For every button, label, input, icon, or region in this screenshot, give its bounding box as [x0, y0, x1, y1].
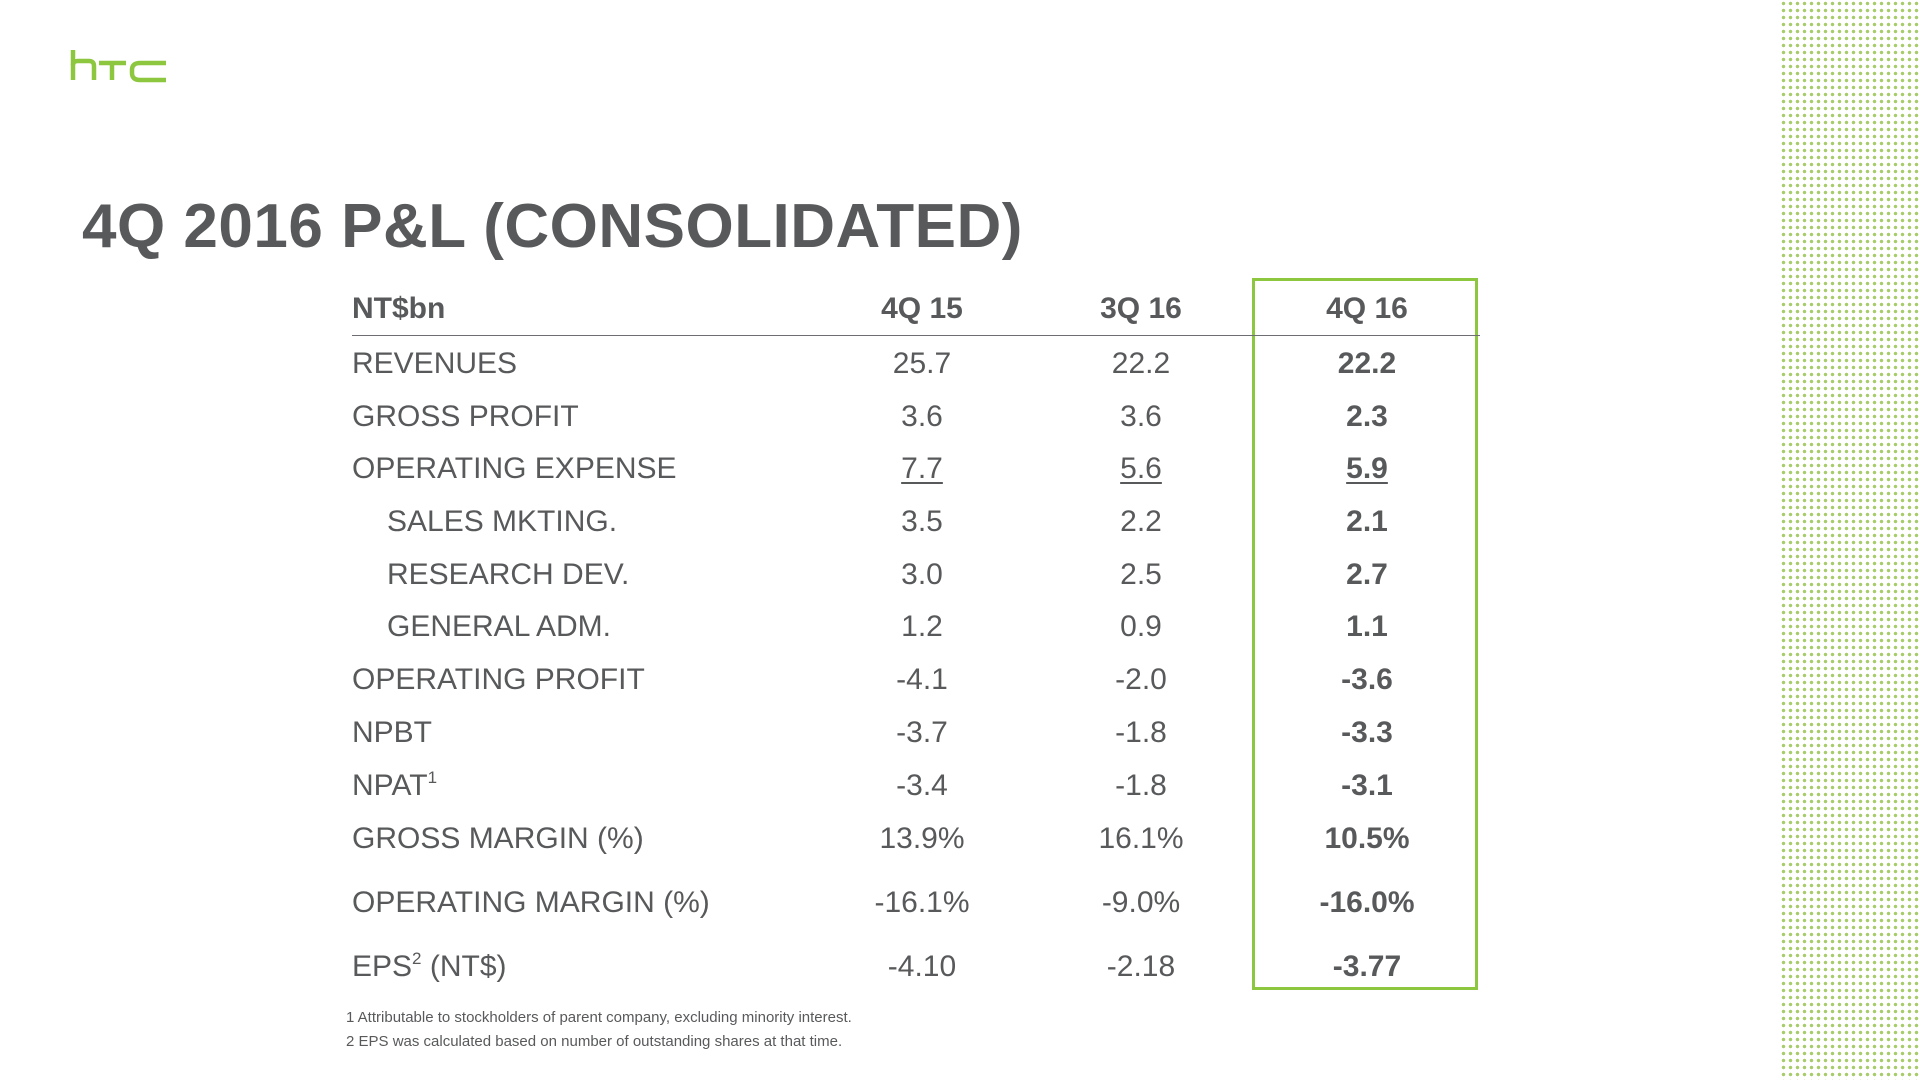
header-4q16: 4Q 16	[1326, 292, 1408, 325]
cell-gross-profit-4q15: 3.6	[901, 400, 943, 433]
cell-eps-4q16: -3.77	[1332, 950, 1402, 983]
footnote-2: 2 EPS was calculated based on number of …	[346, 1033, 843, 1050]
cell-operating-profit-4q16: -3.6	[1341, 663, 1393, 696]
header-divider	[352, 335, 1480, 336]
row-label-operating-profit: OPERATING PROFIT	[352, 663, 645, 696]
cell-research-dev-4q15: 3.0	[901, 558, 943, 591]
row-label-operating-margin: OPERATING MARGIN (%)	[352, 886, 710, 919]
cell-gross-margin-4q15: 13.9%	[879, 822, 965, 855]
row-label-gross-margin: GROSS MARGIN (%)	[352, 822, 644, 855]
cell-eps-4q15: -4.10	[887, 950, 957, 983]
row-label-general-adm: GENERAL ADM.	[387, 610, 611, 643]
cell-revenues-4q16: 22.2	[1337, 347, 1397, 380]
cell-npat-4q16: -3.1	[1341, 769, 1393, 802]
header-4q15: 4Q 15	[881, 292, 963, 325]
cell-general-adm-4q16: 1.1	[1346, 610, 1388, 643]
cell-gross-margin-3q16: 16.1%	[1098, 822, 1184, 855]
cell-gross-profit-4q16: 2.3	[1346, 400, 1388, 433]
page-title: 4Q 2016 P&L (CONSOLIDATED)	[82, 192, 1023, 261]
current-quarter-highlight-box	[1252, 278, 1478, 990]
cell-operating-expense-4q15: 7.7	[901, 452, 943, 485]
dotted-pattern-decoration	[1780, 0, 1920, 1080]
cell-operating-margin-3q16: -9.0%	[1101, 886, 1181, 919]
footnote-marker-2: 2	[412, 949, 422, 968]
cell-npbt-4q15: -3.7	[896, 716, 948, 749]
cell-eps-3q16: -2.18	[1106, 950, 1176, 983]
row-label-npat: NPAT1	[352, 768, 438, 802]
row-label-npbt: NPBT	[352, 716, 433, 749]
row-label-revenues: REVENUES	[352, 347, 518, 380]
cell-revenues-3q16: 22.2	[1111, 347, 1171, 380]
row-label-sales-marketing: SALES MKTING.	[387, 505, 618, 538]
row-label-operating-expense: OPERATING EXPENSE	[352, 452, 677, 485]
cell-operating-margin-4q16: -16.0%	[1319, 886, 1415, 919]
footnote-1: 1 Attributable to stockholders of parent…	[346, 1009, 852, 1026]
cell-sales-marketing-4q15: 3.5	[901, 505, 943, 538]
row-label-eps: EPS2 (NT$)	[352, 949, 507, 983]
cell-operating-expense-3q16: 5.6	[1120, 452, 1162, 485]
cell-npbt-4q16: -3.3	[1341, 716, 1393, 749]
cell-operating-expense-4q16: 5.9	[1346, 452, 1388, 485]
cell-operating-margin-4q15: -16.1%	[874, 886, 970, 919]
header-3q16: 3Q 16	[1100, 292, 1182, 325]
cell-npbt-3q16: -1.8	[1115, 716, 1167, 749]
cell-operating-profit-4q15: -4.1	[896, 663, 948, 696]
htc-logo	[70, 50, 166, 83]
footnote-marker-1: 1	[427, 768, 438, 787]
row-label-research-dev: RESEARCH DEV.	[387, 558, 630, 591]
cell-npat-4q15: -3.4	[896, 769, 948, 802]
cell-research-dev-3q16: 2.5	[1120, 558, 1162, 591]
cell-gross-profit-3q16: 3.6	[1120, 400, 1162, 433]
cell-revenues-4q15: 25.7	[892, 347, 952, 380]
cell-operating-profit-3q16: -2.0	[1115, 663, 1167, 696]
cell-research-dev-4q16: 2.7	[1346, 558, 1388, 591]
cell-general-adm-4q15: 1.2	[901, 610, 943, 643]
row-label-gross-profit: GROSS PROFIT	[352, 400, 579, 433]
header-unit: NT$bn	[352, 292, 446, 325]
cell-npat-3q16: -1.8	[1115, 769, 1167, 802]
cell-sales-marketing-3q16: 2.2	[1120, 505, 1162, 538]
cell-gross-margin-4q16: 10.5%	[1324, 822, 1410, 855]
cell-sales-marketing-4q16: 2.1	[1346, 505, 1388, 538]
cell-general-adm-3q16: 0.9	[1120, 610, 1162, 643]
